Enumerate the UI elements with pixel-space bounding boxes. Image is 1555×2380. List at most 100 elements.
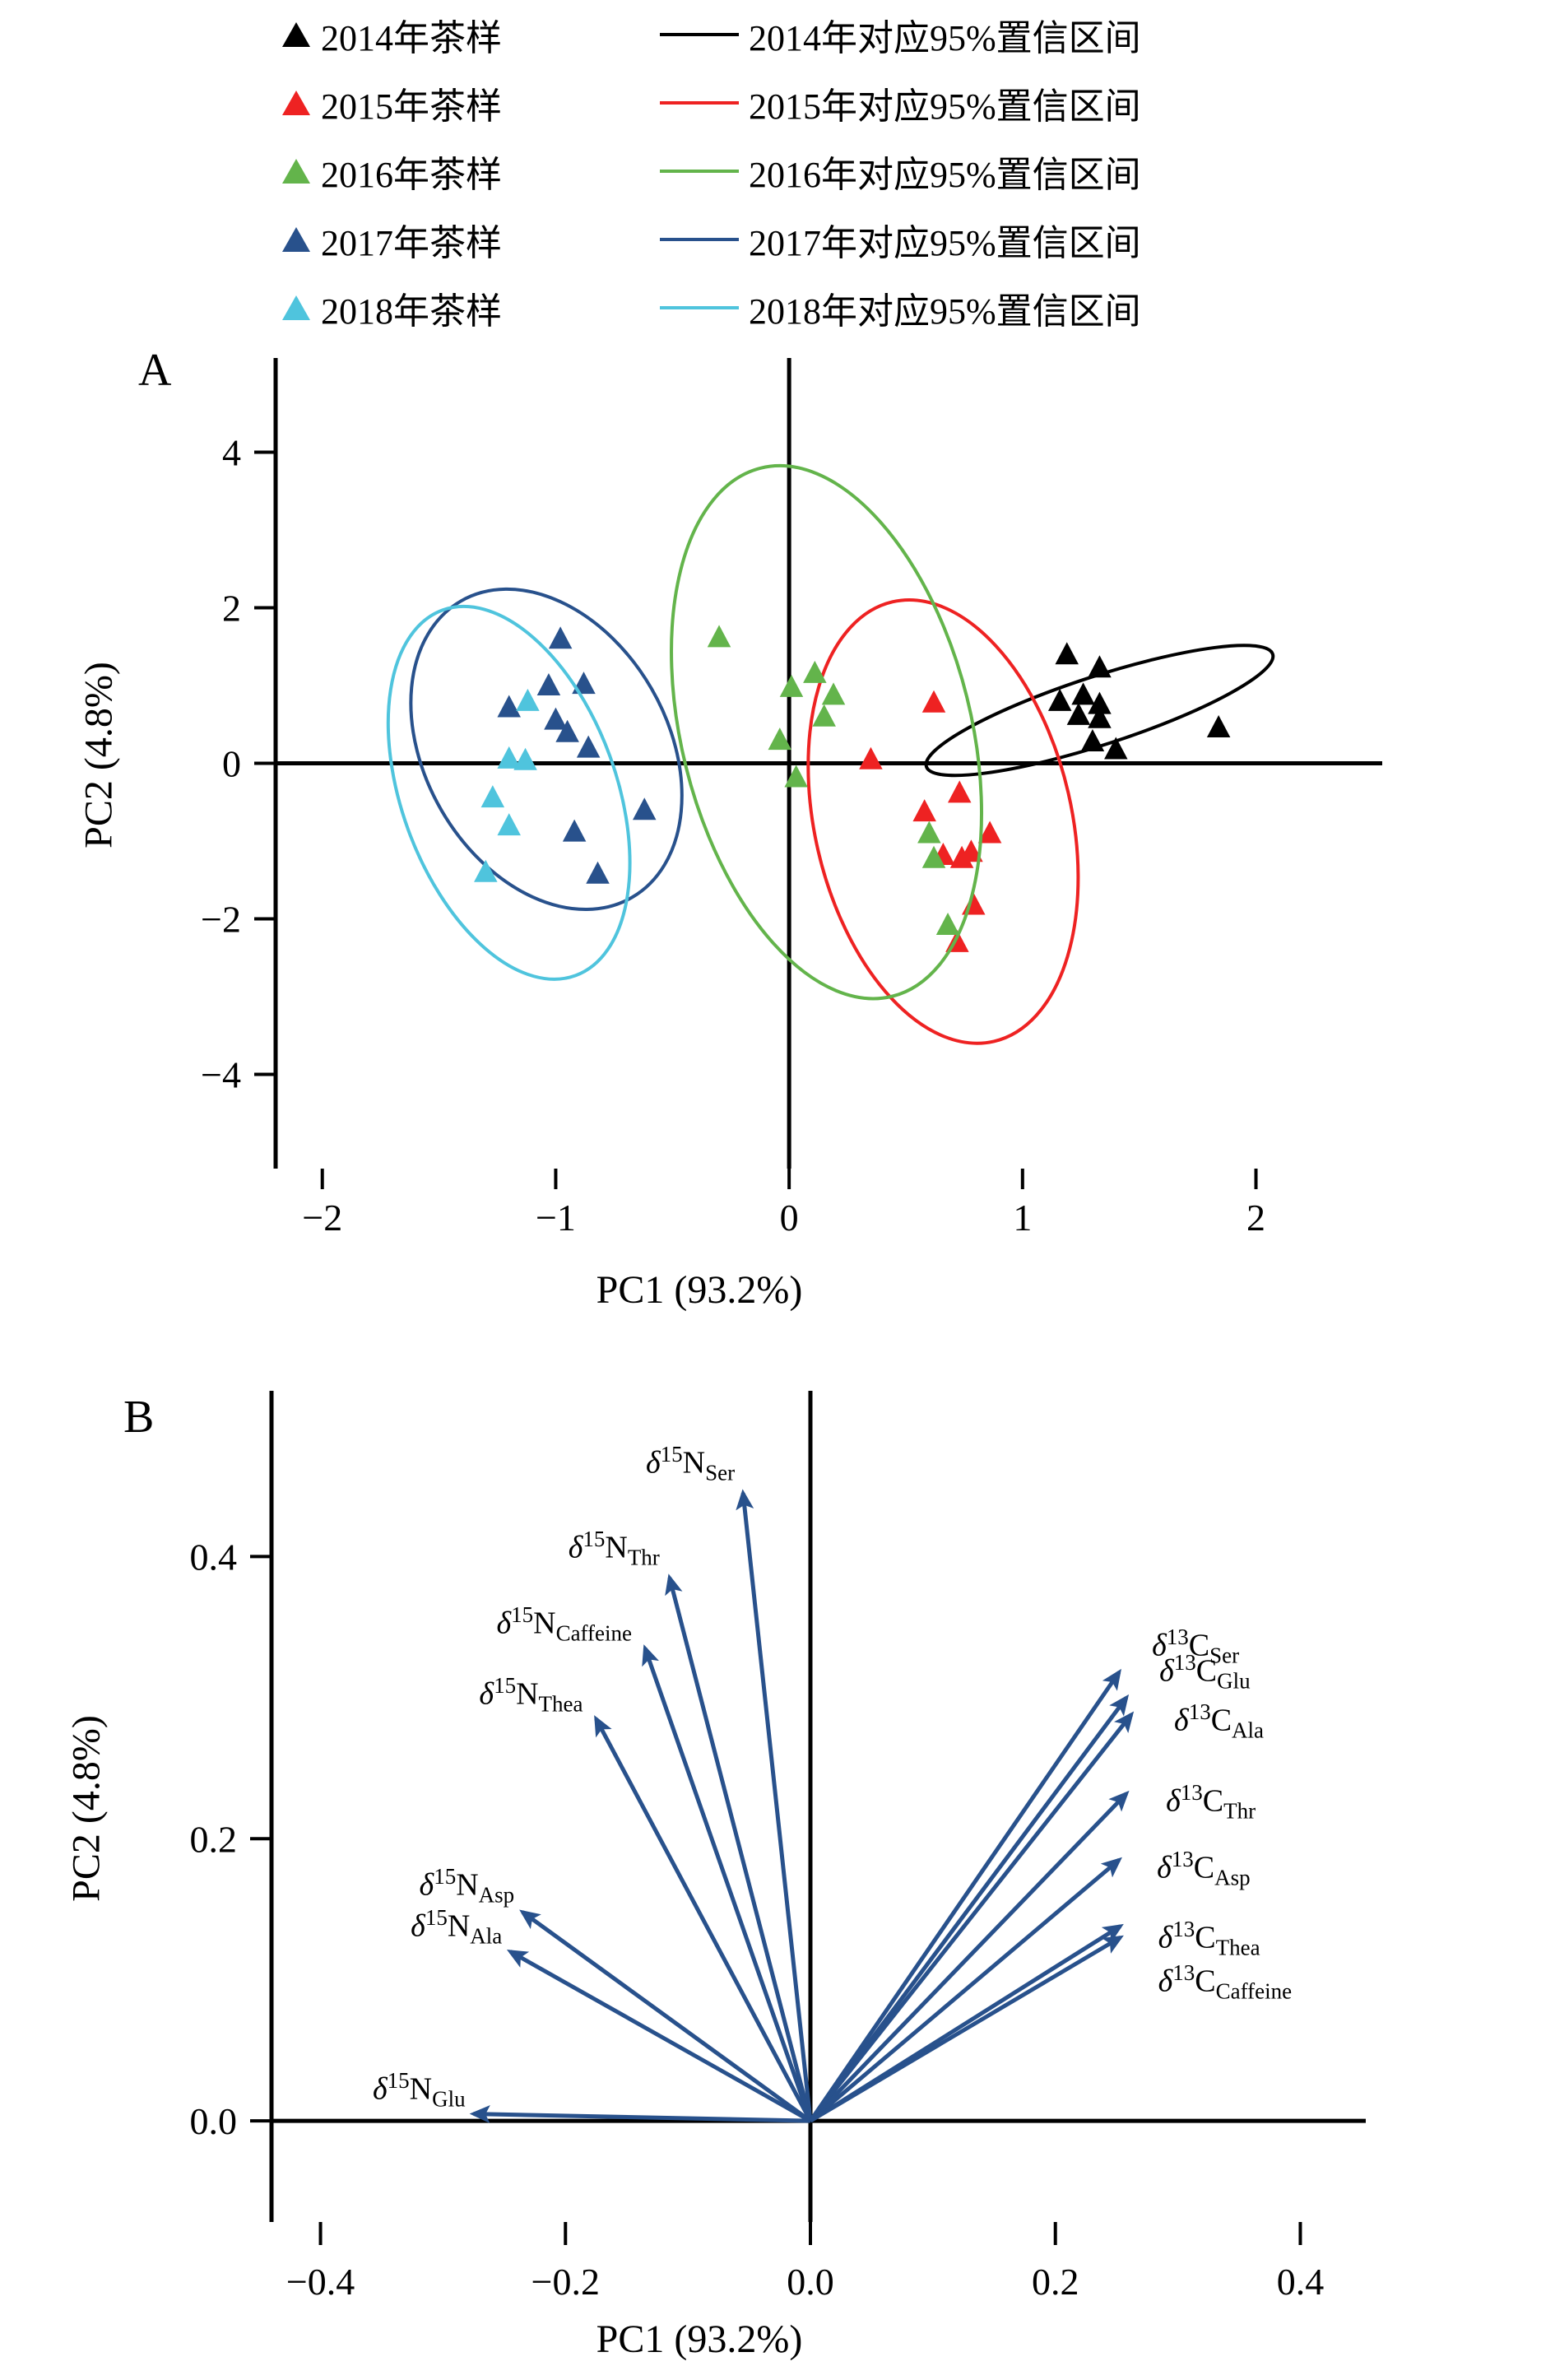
loading-vector bbox=[809, 1935, 1124, 2123]
svg-text:−0.2: −0.2 bbox=[531, 2261, 600, 2303]
svg-text:2: 2 bbox=[222, 588, 241, 630]
svg-text:0.4: 0.4 bbox=[1277, 2261, 1325, 2303]
scatter-point bbox=[912, 799, 936, 822]
scatter-point bbox=[1088, 705, 1112, 728]
scatter-point bbox=[548, 626, 573, 649]
legend-row: 2014年茶样 2014年对应95%置信区间 bbox=[272, 0, 1358, 68]
svg-text:−2: −2 bbox=[201, 899, 241, 941]
legend-triangle-icon bbox=[272, 295, 321, 320]
scatter-point bbox=[1088, 691, 1112, 714]
loading-vector bbox=[809, 1857, 1122, 2123]
legend-line-icon bbox=[650, 100, 749, 105]
scatter-point bbox=[562, 819, 587, 842]
legend-triangle-icon bbox=[272, 158, 321, 184]
svg-text:0.4: 0.4 bbox=[190, 1536, 238, 1578]
legend-line-icon bbox=[650, 305, 749, 309]
svg-text:0: 0 bbox=[222, 743, 241, 785]
svg-text:0: 0 bbox=[780, 1197, 799, 1239]
loading-vector bbox=[809, 1711, 1135, 2122]
loading-vector bbox=[642, 1644, 813, 2122]
loading-vector bbox=[665, 1573, 813, 2122]
scatter-point bbox=[555, 719, 579, 742]
loading-vector-label: δ13CAla bbox=[1174, 1699, 1265, 1743]
scatter-point bbox=[576, 735, 601, 758]
legend-marker-label: 2018年茶样 bbox=[321, 291, 502, 332]
svg-text:−1: −1 bbox=[536, 1197, 576, 1239]
scatter-point bbox=[497, 746, 521, 769]
legend-triangle-icon bbox=[272, 90, 321, 115]
scatter-point bbox=[1071, 682, 1095, 705]
scatter-point bbox=[1104, 737, 1128, 760]
scatter-point bbox=[474, 859, 498, 882]
loading-vector bbox=[808, 1668, 1121, 2122]
scatter-point bbox=[977, 820, 1002, 844]
svg-text:−0.4: −0.4 bbox=[286, 2261, 355, 2303]
scatter-point bbox=[821, 682, 846, 705]
confidence-ellipse bbox=[806, 598, 1080, 1045]
scatter-point bbox=[497, 813, 521, 836]
scatter-point bbox=[812, 704, 836, 727]
scatter-point bbox=[803, 660, 827, 683]
legend-row: 2016年茶样 2016年对应95%置信区间 bbox=[272, 137, 1358, 205]
confidence-ellipse bbox=[924, 644, 1275, 778]
loading-vector bbox=[809, 1790, 1130, 2122]
loading-vector-label: δ15NThr bbox=[568, 1527, 660, 1570]
scatter-point bbox=[1066, 702, 1091, 725]
scatter-point bbox=[497, 695, 521, 718]
loading-vector bbox=[736, 1489, 813, 2122]
loading-vector-label: δ13CThr bbox=[1166, 1780, 1256, 1824]
loading-vector-label: δ13CSer bbox=[1152, 1625, 1240, 1668]
legend-row: 2017年茶样 2017年对应95%置信区间 bbox=[272, 205, 1358, 273]
legend-line-icon bbox=[650, 237, 749, 241]
scatter-point bbox=[917, 820, 941, 844]
svg-text:1: 1 bbox=[1013, 1197, 1032, 1239]
legend-row: 2018年茶样 2018年对应95%置信区间 bbox=[272, 273, 1358, 342]
svg-text:2: 2 bbox=[1246, 1197, 1265, 1239]
confidence-ellipse bbox=[386, 604, 632, 981]
scatter-point bbox=[1088, 655, 1112, 678]
loading-vector-label: δ15NGlu bbox=[373, 2067, 466, 2111]
loading-vector bbox=[808, 1694, 1130, 2122]
legend-marker-label: 2017年茶样 bbox=[321, 222, 502, 263]
panel-b: B PC2 (4.8%) PC1 (93.2%) −0.4 −0.2 0.0 0.2 0… bbox=[0, 1350, 1555, 2378]
svg-text:4: 4 bbox=[222, 432, 241, 474]
scatter-point bbox=[632, 797, 657, 820]
scatter-point bbox=[516, 688, 540, 711]
loading-vector-label: δ15NSer bbox=[646, 1442, 736, 1485]
loading-vector-label: δ15NAsp bbox=[419, 1864, 515, 1908]
loading-vector-label: δ15NCaffeine bbox=[496, 1601, 633, 1646]
scatter-point bbox=[921, 845, 946, 868]
legend-line-label: 2016年对应95%置信区间 bbox=[749, 154, 1141, 195]
loading-vector-label: δ15NThea bbox=[479, 1672, 583, 1716]
scatter-point bbox=[768, 727, 792, 751]
legend-line-label: 2018年对应95%置信区间 bbox=[749, 291, 1141, 332]
svg-text:0.2: 0.2 bbox=[1032, 2261, 1079, 2303]
legend-row: 2015年茶样 2015年对应95%置信区间 bbox=[272, 68, 1358, 137]
panel-a: A PC2 (4.8%) PC1 (93.2%) −2 −1 0 1 2 −4 −2 0 2 4 bbox=[0, 329, 1555, 1341]
panel-a-letter: A bbox=[138, 345, 172, 396]
legend-triangle-icon bbox=[272, 226, 321, 252]
confidence-ellipse bbox=[409, 587, 684, 912]
panel-b-x-axis-label: PC1 (93.2%) bbox=[596, 2317, 803, 2361]
scatter-point bbox=[572, 672, 596, 695]
scatter-point bbox=[1047, 688, 1072, 711]
legend-marker-label: 2016年茶样 bbox=[321, 154, 502, 195]
scatter-point bbox=[586, 861, 610, 884]
scatter-point bbox=[784, 765, 808, 788]
scatter-point bbox=[1080, 729, 1105, 752]
scatter-point bbox=[935, 913, 960, 936]
scatter-point bbox=[1206, 715, 1231, 738]
loading-vector-label: δ15NAla bbox=[411, 1905, 503, 1949]
legend-triangle-icon bbox=[272, 21, 321, 47]
svg-text:−2: −2 bbox=[302, 1197, 342, 1239]
loading-vector bbox=[469, 2104, 811, 2123]
loading-vector bbox=[519, 1909, 812, 2123]
panel-b-letter: B bbox=[123, 1392, 155, 1443]
svg-text:0.0: 0.0 bbox=[190, 2100, 238, 2142]
svg-text:0.2: 0.2 bbox=[190, 1818, 238, 1860]
loading-vector-label: δ13CCaffeine bbox=[1158, 1960, 1293, 2004]
scatter-point bbox=[544, 707, 568, 730]
loading-vector-label: δ13CGlu bbox=[1159, 1649, 1251, 1694]
scatter-point bbox=[480, 785, 505, 808]
loading-vector-label: δ13CAsp bbox=[1157, 1847, 1251, 1890]
